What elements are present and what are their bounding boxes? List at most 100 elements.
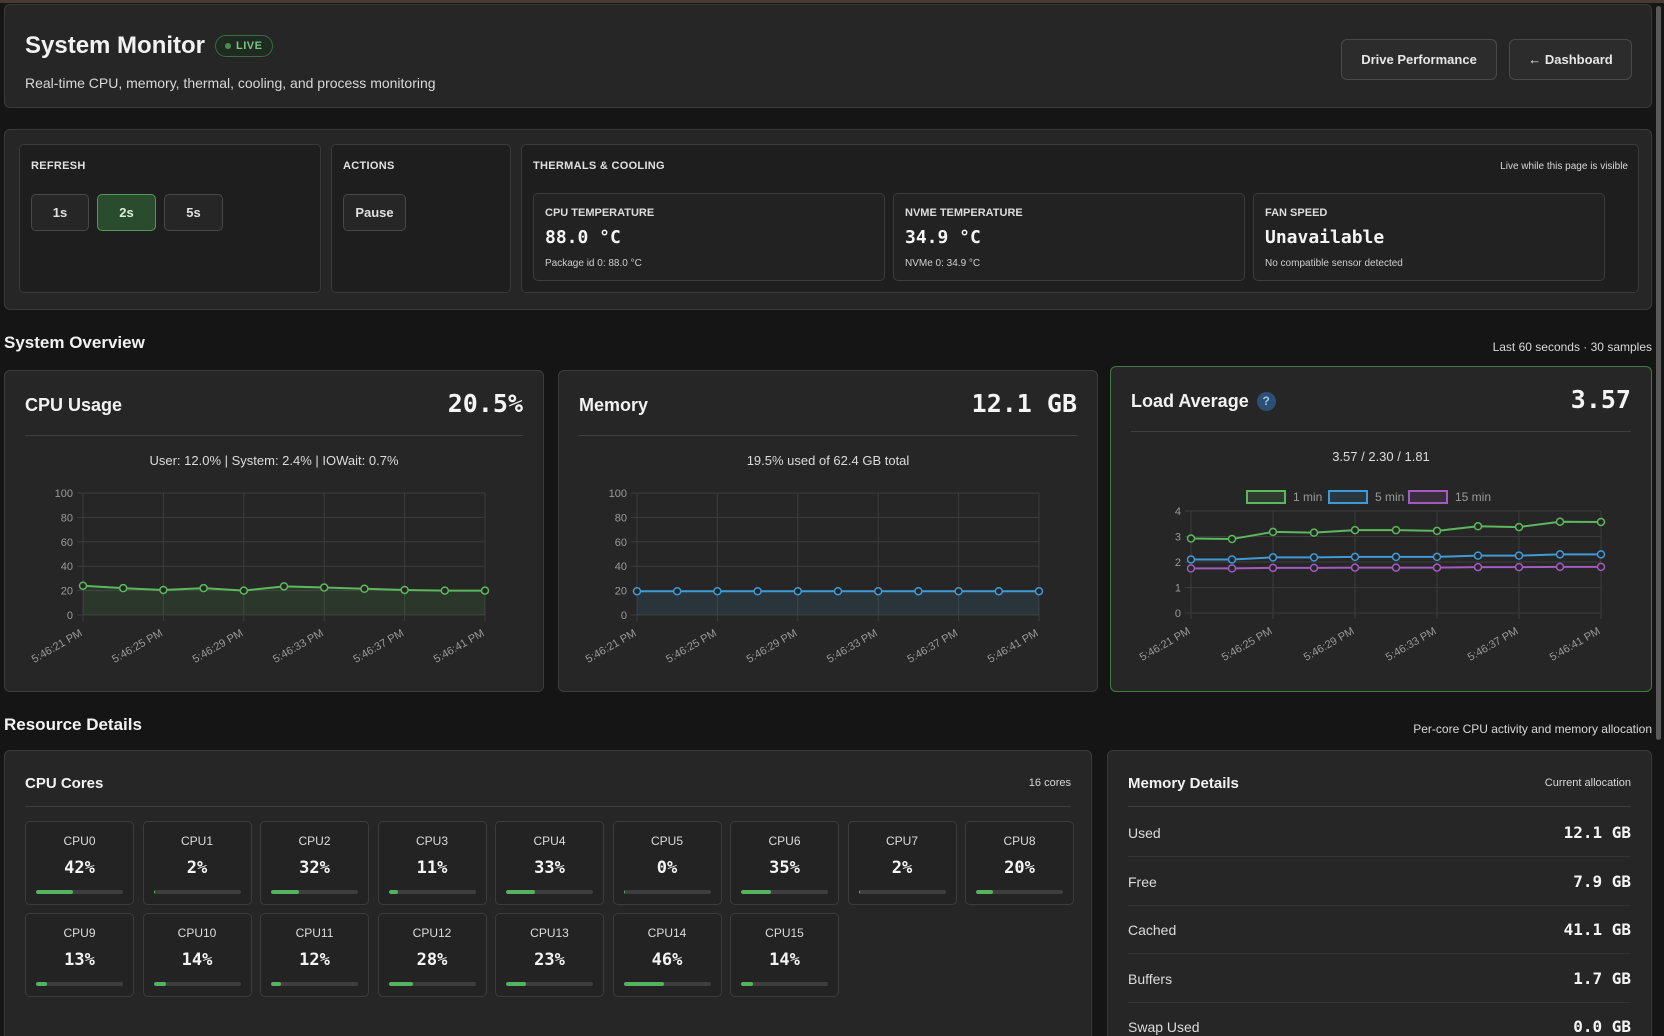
cpu-cores-title: CPU Cores — [25, 775, 104, 792]
memory-row-label: Buffers — [1128, 970, 1173, 987]
data-point — [239, 586, 249, 595]
cpu-core-tile: CPU12 28% — [377, 913, 487, 997]
memory-summary: 19.5% used of 62.4 GB total — [746, 453, 910, 468]
cpu-core-tile: CPU9 13% — [25, 913, 134, 997]
cpu-core-bar — [388, 890, 476, 894]
cpu-core-tile: CPU8 20% — [965, 821, 1074, 905]
memory-row-value: 41.1 GB — [1563, 920, 1631, 939]
dashboard-button[interactable]: ← Dashboard — [1509, 39, 1632, 80]
cpu-core-percent: 0% — [656, 858, 678, 878]
overview-title: System Overview — [4, 333, 145, 352]
legend-label: 5 min — [1375, 490, 1404, 504]
page-header: System Monitor LIVE Real-time CPU, memor… — [4, 4, 1652, 108]
divider — [25, 806, 1071, 807]
x-tick-label: 5:46:33 PM — [825, 627, 880, 666]
data-point — [360, 584, 369, 594]
cpu-core-label: CPU7 — [885, 834, 918, 848]
page-scrollbar[interactable] — [1656, 6, 1661, 740]
cpu-temperature-label: CPU TEMPERATURE — [545, 207, 655, 219]
cpu-core-tile: CPU13 23% — [495, 913, 604, 997]
cpu-core-bar — [741, 982, 828, 986]
refresh-1s-button[interactable]: 1s — [31, 194, 89, 231]
thermals-note: Live while this page is visible — [1500, 161, 1628, 172]
resource-details-note: Per-core CPU activity and memory allocat… — [1413, 722, 1652, 736]
cpu-core-bar-fill — [271, 890, 299, 894]
cpu-core-bar-fill — [388, 982, 413, 986]
live-dot-icon — [225, 43, 231, 49]
x-tick-label: 5:46:21 PM — [1138, 625, 1193, 664]
data-point — [319, 583, 329, 592]
cpu-core-percent: 42% — [64, 858, 95, 878]
cpu-core-label: CPU10 — [177, 926, 217, 940]
cpu-core-bar-fill — [153, 890, 156, 894]
cpu-core-tile: CPU0 42% — [25, 821, 134, 905]
data-point — [159, 585, 168, 595]
cpu-core-percent: 32% — [299, 858, 330, 878]
data-point — [1309, 528, 1319, 537]
legend-swatch — [1246, 490, 1286, 504]
data-point — [1034, 586, 1044, 596]
refresh-2s-button[interactable]: 2s — [97, 194, 156, 231]
cpu-core-label: CPU14 — [647, 926, 687, 940]
cpu-core-percent: 14% — [181, 950, 213, 970]
help-icon[interactable]: ? — [1256, 392, 1276, 411]
cpu-core-percent: 12% — [299, 950, 330, 970]
cpu-core-bar-fill — [153, 982, 166, 986]
cpu-core-bar-fill — [976, 890, 994, 894]
cpu-core-tile: CPU10 14% — [142, 913, 252, 997]
cpu-usage-breakdown: User: 12.0% | System: 2.4% | IOWait: 0.7… — [149, 453, 399, 468]
cpu-core-percent: 23% — [534, 950, 565, 970]
cpu-core-bar — [858, 890, 946, 894]
memory-details-title: Memory Details — [1128, 775, 1239, 792]
data-point — [1350, 563, 1360, 572]
cpu-core-bar — [976, 890, 1063, 894]
cpu-core-bar — [506, 890, 593, 894]
x-tick-label: 5:46:25 PM — [110, 627, 165, 666]
fan-speed-label: FAN SPEED — [1265, 207, 1328, 219]
legend-swatch — [1408, 490, 1448, 504]
data-point — [1227, 534, 1237, 544]
live-badge: LIVE — [215, 35, 274, 57]
data-point — [672, 586, 682, 596]
data-point — [1432, 563, 1442, 572]
memory-card: 0 20 40 60 80 100 5:46:21 PM 5:46:25 PM 5:46:29 … — [558, 370, 1098, 692]
data-point — [1555, 550, 1565, 559]
data-point — [1473, 562, 1483, 572]
actions-label: ACTIONS — [343, 160, 395, 172]
cpu-cores-count: 16 cores — [1028, 777, 1071, 789]
cpu-core-percent: 46% — [651, 950, 683, 970]
cpu-core-bar — [623, 890, 711, 894]
data-point — [78, 581, 88, 590]
data-point — [1227, 564, 1237, 573]
y-tick-label: 20 — [61, 586, 73, 598]
data-point — [1514, 522, 1524, 532]
memory-details-note: Current allocation — [1544, 777, 1631, 789]
cpu-core-bar-fill — [36, 982, 48, 986]
load-average-card: 0 1 2 3 4 5:46:21 PM 5:46:25 PM 5:46:29 PM 5:46:… — [1110, 366, 1652, 692]
nvme-temperature-label: NVME TEMPERATURE — [905, 207, 1023, 219]
data-point — [632, 586, 642, 596]
y-tick-label: 1 — [1175, 583, 1181, 595]
data-point — [1350, 552, 1360, 562]
data-point — [793, 586, 803, 596]
drive-performance-button[interactable]: Drive Performance — [1341, 39, 1497, 80]
y-tick-label: 0 — [67, 610, 73, 622]
refresh-5s-button[interactable]: 5s — [164, 194, 223, 231]
cpu-core-label: CPU2 — [298, 834, 331, 848]
x-tick-label: 5:46:21 PM — [30, 627, 85, 666]
y-tick-label: 80 — [61, 512, 73, 524]
cpu-core-bar — [623, 982, 711, 986]
data-point — [199, 583, 208, 593]
cpu-core-label: CPU12 — [412, 926, 452, 940]
data-point — [1391, 563, 1401, 572]
cpu-temperature-value: 88.0 °C — [545, 227, 621, 248]
overview-note: Last 60 seconds · 30 samples — [1492, 340, 1652, 354]
data-point — [1514, 562, 1524, 572]
cpu-core-label: CPU6 — [768, 834, 801, 848]
x-tick-label: 5:46:29 PM — [191, 627, 246, 666]
pause-button[interactable]: Pause — [343, 194, 406, 231]
load-average-title: Load Average — [1131, 391, 1249, 411]
cpu-core-percent: 20% — [1004, 858, 1035, 878]
data-point — [1432, 552, 1442, 562]
data-point — [954, 586, 963, 596]
